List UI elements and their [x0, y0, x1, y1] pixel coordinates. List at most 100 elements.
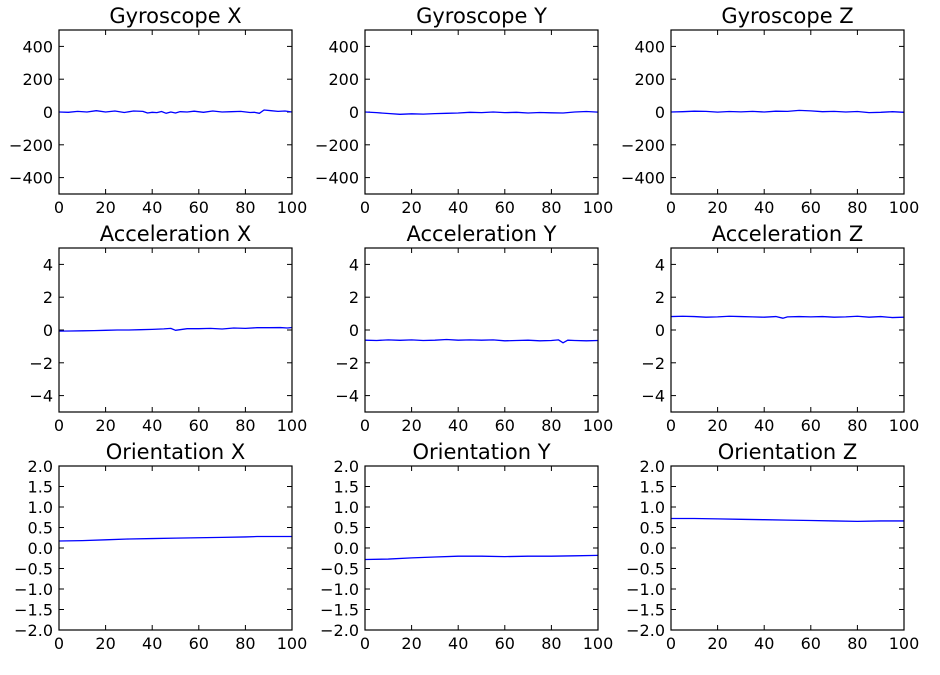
- y-tick-label: 0: [43, 321, 53, 340]
- chart-title: Orientation X: [106, 440, 246, 464]
- x-tick-label: 60: [189, 198, 209, 217]
- y-tick-label: 2: [655, 288, 665, 307]
- x-tick-label: 100: [277, 198, 308, 217]
- series-line: [58, 326, 293, 332]
- y-tick-label: 4: [655, 255, 665, 274]
- x-tick-label: 0: [360, 198, 370, 217]
- y-tick-label: 2: [349, 288, 359, 307]
- y-tick-label: −1.5: [626, 601, 665, 620]
- y-tick-label: −400: [621, 169, 665, 188]
- y-tick-label: 1.5: [28, 478, 53, 497]
- axes-frame: [58, 465, 293, 631]
- x-tick-label: 40: [754, 198, 774, 217]
- x-tick-label: 80: [235, 634, 255, 653]
- axes-frame: [364, 29, 599, 195]
- y-tick-label: −1.0: [320, 580, 359, 599]
- x-tick-label: 100: [583, 416, 614, 435]
- axes-frame: [58, 29, 293, 195]
- y-tick-label: 200: [328, 70, 359, 89]
- x-tick-label: 100: [277, 634, 308, 653]
- x-tick-label: 80: [235, 416, 255, 435]
- y-tick-label: −2: [641, 354, 665, 373]
- series-line: [364, 338, 599, 344]
- chart-panel: Gyroscope X 0 20 40 60 80 100 400 200 0 −200 −400: [9, 4, 307, 217]
- x-tick-label: 80: [235, 198, 255, 217]
- x-tick-label: 100: [889, 198, 920, 217]
- y-tick-label: 1.0: [28, 498, 53, 517]
- x-tick-label: 0: [54, 634, 64, 653]
- y-tick-label: 1.0: [640, 498, 665, 517]
- x-tick-label: 20: [95, 416, 115, 435]
- x-tick-label: 80: [541, 634, 561, 653]
- x-tick-label: 100: [277, 416, 308, 435]
- y-tick-label: 400: [328, 37, 359, 56]
- x-tick-label: 80: [847, 634, 867, 653]
- y-tick-label: −400: [9, 169, 53, 188]
- y-tick-label: 0.0: [28, 539, 53, 558]
- y-tick-label: 2.0: [640, 457, 665, 476]
- x-tick-label: 60: [801, 198, 821, 217]
- series-line: [671, 517, 904, 522]
- y-tick-label: −0.5: [14, 560, 53, 579]
- x-tick-label: 40: [448, 416, 468, 435]
- y-tick-label: 400: [22, 37, 53, 56]
- y-tick-label: −1.0: [14, 580, 53, 599]
- x-tick-label: 0: [666, 416, 676, 435]
- x-tick-label: 60: [495, 198, 515, 217]
- y-tick-label: 2: [43, 288, 53, 307]
- y-tick-label: −200: [9, 136, 53, 155]
- x-tick-label: 60: [189, 416, 209, 435]
- x-tick-label: 0: [666, 634, 676, 653]
- y-tick-label: −400: [315, 169, 359, 188]
- y-tick-label: 4: [349, 255, 359, 274]
- x-tick-label: 20: [95, 634, 115, 653]
- chart-title: Acceleration X: [100, 222, 252, 246]
- x-tick-label: 100: [889, 416, 920, 435]
- chart-title: Acceleration Y: [407, 222, 557, 246]
- x-tick-label: 80: [847, 198, 867, 217]
- chart-title: Orientation Z: [718, 440, 858, 464]
- y-tick-label: 0: [655, 103, 665, 122]
- series-line: [670, 109, 905, 114]
- x-tick-label: 100: [583, 634, 614, 653]
- x-tick-label: 60: [495, 416, 515, 435]
- chart-panel: Orientation X 0 20 40 60 80 100 2.0 1.51.0 0.50.0…: [14, 440, 307, 653]
- x-tick-label: 20: [401, 198, 421, 217]
- y-tick-label: −1.0: [626, 580, 665, 599]
- y-tick-label: 400: [634, 37, 665, 56]
- y-tick-label: 4: [43, 255, 53, 274]
- x-tick-label: 60: [189, 634, 209, 653]
- x-tick-label: 0: [54, 198, 64, 217]
- y-tick-label: 0.0: [640, 539, 665, 558]
- x-tick-label: 80: [541, 198, 561, 217]
- series-line: [58, 535, 292, 542]
- axes-frame: [364, 247, 599, 413]
- y-tick-label: 0: [43, 103, 53, 122]
- series-line: [670, 315, 905, 319]
- y-tick-label: 0: [349, 103, 359, 122]
- y-tick-label: −200: [315, 136, 359, 155]
- series-line: [58, 109, 293, 114]
- x-tick-label: 40: [754, 634, 774, 653]
- y-tick-label: −0.5: [626, 560, 665, 579]
- y-tick-label: 1.5: [640, 478, 665, 497]
- axes-frame: [58, 247, 293, 413]
- x-tick-label: 40: [142, 416, 162, 435]
- y-tick-label: −4: [335, 387, 359, 406]
- chart-title: Gyroscope X: [109, 4, 241, 28]
- y-tick-label: −2.0: [320, 621, 359, 640]
- y-tick-label: −4: [641, 387, 665, 406]
- y-tick-label: 1.0: [334, 498, 359, 517]
- x-tick-label: 0: [666, 198, 676, 217]
- y-tick-label: 0: [655, 321, 665, 340]
- x-tick-label: 100: [889, 634, 920, 653]
- y-tick-label: 1.5: [334, 478, 359, 497]
- chart-title: Gyroscope Z: [721, 4, 853, 28]
- y-tick-label: 0.5: [334, 519, 359, 538]
- chart-panel: Orientation Z 0 20 40 60 80 100 2.0 1.51.0 0.50.0…: [626, 440, 919, 653]
- y-tick-label: 0.5: [28, 519, 53, 538]
- x-tick-label: 0: [54, 416, 64, 435]
